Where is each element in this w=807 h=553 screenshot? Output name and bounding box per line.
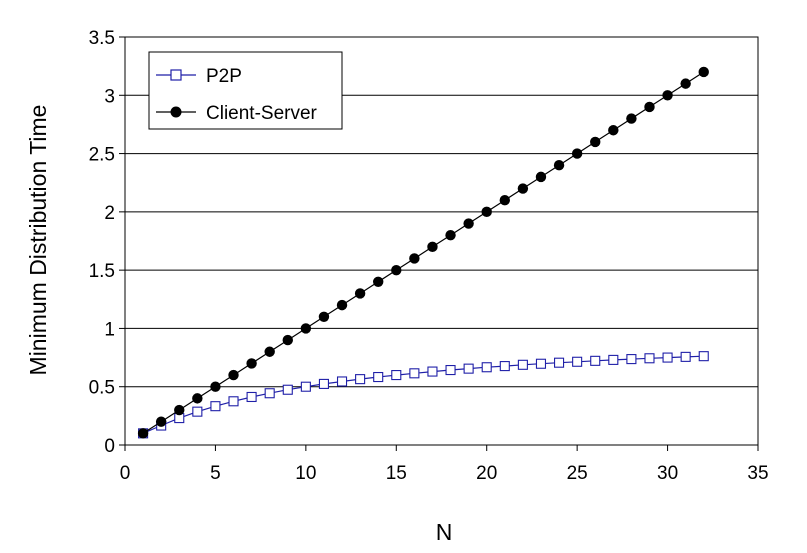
x-tick-label: 0: [120, 463, 131, 484]
data-point: [644, 353, 655, 364]
y-tick-label: 2.5: [89, 145, 115, 166]
data-point: [264, 388, 275, 399]
data-point: [264, 346, 275, 357]
data-point: [626, 354, 637, 365]
legend-p2p-label: P2P: [206, 66, 242, 87]
series-line: [142, 355, 704, 434]
data-point: [554, 357, 565, 368]
data-point: [445, 229, 456, 241]
x-tick-label: 20: [476, 463, 497, 484]
data-point: [427, 241, 438, 253]
legend-item-p2p: P2P: [156, 66, 242, 87]
data-point: [499, 361, 510, 372]
x-tick-label: 5: [210, 463, 221, 484]
data-point: [300, 381, 311, 392]
series-p2p: [138, 351, 709, 439]
data-point: [481, 362, 492, 373]
legend-p2p-marker: [170, 69, 182, 81]
legend-client-server-label: Client-Server: [206, 103, 318, 124]
legend-box: [148, 51, 343, 130]
x-tick-label: 30: [657, 463, 678, 484]
data-point: [572, 356, 583, 367]
data-point: [481, 206, 492, 218]
data-point: [192, 393, 203, 404]
data-point: [680, 78, 691, 89]
data-point: [535, 171, 547, 183]
y-axis-ticks: 0 0.5 1 1.5 2 2.5 3 3.5: [89, 28, 125, 457]
x-tick-label: 35: [747, 463, 768, 484]
data-point: [626, 113, 637, 124]
data-point: [246, 358, 257, 369]
y-tick-label: 0.5: [89, 378, 115, 399]
data-point: [698, 66, 709, 78]
x-tick-label: 25: [567, 463, 588, 484]
legend: P2P Client-Server: [148, 51, 343, 130]
data-point: [300, 323, 312, 334]
data-point: [463, 218, 474, 229]
data-point: [662, 90, 673, 101]
legend-item-client-server: Client-Server: [156, 103, 318, 124]
data-point: [680, 351, 691, 362]
data-point: [535, 358, 547, 369]
data-point: [517, 359, 528, 370]
data-point: [517, 183, 529, 194]
data-point: [174, 404, 185, 416]
y-tick-label: 3: [104, 86, 115, 107]
x-tick-label: 15: [386, 463, 407, 484]
x-tick-label: 10: [295, 463, 316, 484]
data-point: [210, 401, 221, 412]
plot-area-frame: [124, 36, 759, 446]
data-point: [409, 368, 420, 379]
data-point: [210, 381, 221, 392]
data-point: [282, 384, 293, 395]
data-point: [608, 125, 619, 136]
x-axis-ticks: 0 5 10 15 20 25 30 35: [120, 445, 769, 484]
data-point: [608, 354, 619, 365]
data-point: [354, 288, 366, 299]
data-point: [137, 428, 149, 439]
data-point: [318, 311, 330, 322]
data-point: [445, 364, 456, 376]
data-point: [391, 264, 402, 276]
data-point: [590, 136, 601, 148]
data-point: [228, 396, 239, 407]
data-point: [571, 148, 583, 159]
data-point: [228, 369, 239, 381]
y-tick-label: 2: [104, 203, 115, 224]
data-point: [698, 351, 709, 362]
data-point: [336, 299, 348, 311]
data-point: [318, 378, 329, 389]
data-point: [644, 101, 655, 113]
data-point: [499, 195, 510, 206]
data-point: [662, 352, 673, 363]
legend-client-server-marker: [170, 106, 182, 118]
data-point: [192, 406, 203, 417]
data-point: [553, 160, 565, 171]
y-tick-label: 1.5: [89, 261, 115, 282]
data-point: [373, 371, 384, 383]
data-point: [355, 374, 366, 385]
data-point: [155, 416, 167, 427]
data-point: [590, 355, 601, 366]
y-tick-label: 0: [104, 436, 115, 457]
data-point: [373, 276, 384, 287]
data-point: [463, 363, 474, 374]
data-point: [282, 334, 293, 346]
y-tick-label: 1: [104, 319, 115, 340]
data-point: [336, 376, 348, 387]
data-point: [246, 391, 257, 403]
y-axis-label: Minimum Distribution Time: [25, 105, 51, 376]
series-client-server: [137, 66, 709, 439]
series-layer: [137, 66, 709, 439]
x-axis-label: N: [436, 519, 453, 545]
data-point: [427, 366, 438, 377]
data-point: [409, 253, 420, 264]
y-tick-label: 3.5: [89, 28, 115, 49]
data-point: [391, 370, 402, 381]
